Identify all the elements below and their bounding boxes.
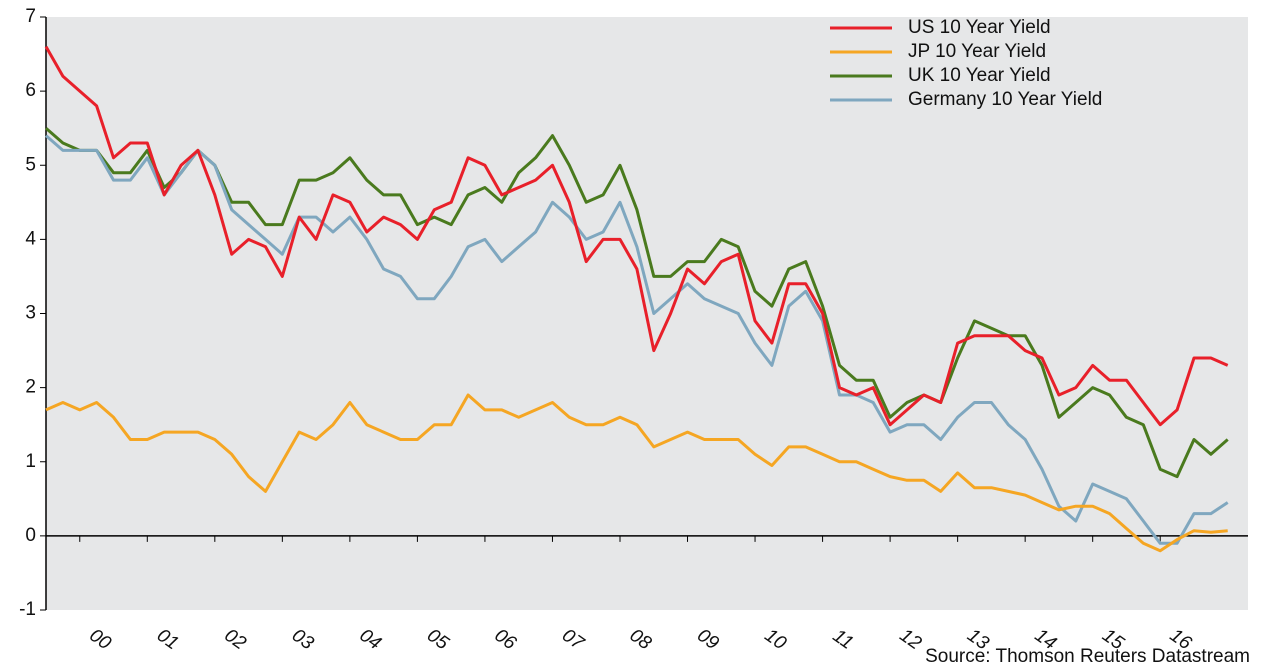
x-tick-label: 09 [693, 625, 723, 655]
x-tick-label: 06 [491, 625, 521, 655]
x-tick-label: 02 [220, 625, 250, 655]
x-tick-label: 05 [423, 625, 453, 655]
series-line [45, 134, 1229, 545]
y-tick-label: 0 [25, 525, 36, 546]
y-tick-label: 7 [25, 6, 36, 27]
y-tick-label: 5 [25, 154, 36, 175]
legend-label: Germany 10 Year Yield [908, 89, 1102, 110]
series-line [44, 45, 1229, 427]
x-tick-label: 00 [85, 625, 115, 655]
x-tick-label: 08 [626, 625, 656, 655]
x-tick-label: 01 [153, 625, 182, 654]
series-line [45, 393, 1228, 553]
x-tick-label: 11 [829, 625, 857, 654]
y-tick-label: 1 [25, 451, 36, 472]
x-tick-label: 07 [558, 625, 589, 655]
legend-label: JP 10 Year Yield [908, 41, 1046, 62]
legend-label: US 10 Year Yield [908, 17, 1051, 38]
x-tick-label: 10 [761, 625, 791, 655]
y-tick-label: -1 [19, 599, 36, 620]
y-tick-label: 6 [25, 80, 36, 101]
x-tick-label: 03 [288, 625, 318, 655]
y-tick-label: 2 [25, 377, 36, 398]
y-tick-label: 4 [25, 228, 36, 249]
x-tick-label: 12 [896, 625, 926, 655]
source: Source: Thomson Reuters Datastream [925, 646, 1250, 667]
legend-label: UK 10 Year Yield [908, 65, 1051, 86]
series-line [45, 127, 1229, 479]
y-tick-label: 3 [25, 303, 36, 324]
x-tick-label: 04 [355, 625, 384, 654]
